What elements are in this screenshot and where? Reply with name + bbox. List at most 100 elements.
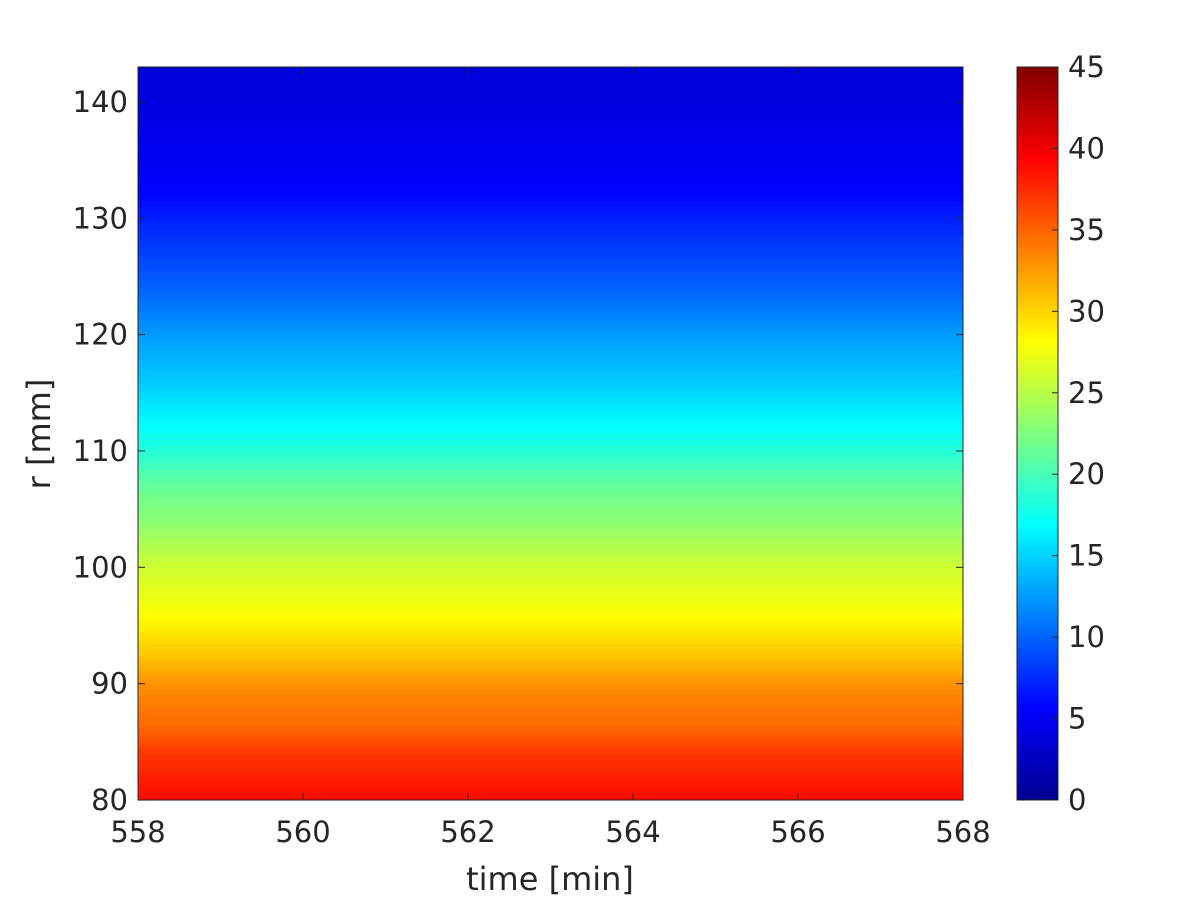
heatmap-band (138, 596, 963, 603)
heatmap-band (138, 148, 963, 155)
colorbar-tick-label: 5 (1068, 702, 1086, 736)
heatmap-band (138, 497, 963, 504)
x-tick-label: 564 (605, 815, 660, 849)
heatmap-band (138, 386, 963, 394)
heatmap-band (138, 590, 963, 597)
heatmap-band (138, 346, 963, 353)
heatmap-band (138, 381, 963, 388)
y-axis-ticks: 80 90 100 110 120 130 140 (73, 85, 963, 817)
x-axis-label: time [min] (466, 860, 634, 898)
heatmap-band (138, 619, 963, 627)
y-tick-label: 90 (91, 667, 128, 701)
heatmap-band (138, 404, 963, 411)
heatmap-band (138, 218, 963, 225)
heatmap-band (138, 613, 963, 621)
heatmap-band (138, 212, 963, 219)
heatmap-band (138, 293, 963, 301)
heatmap-band (138, 328, 963, 336)
heatmap-band (138, 90, 963, 97)
heatmap-band (138, 468, 963, 475)
heatmap-band (138, 317, 963, 324)
heatmap-band (138, 363, 963, 371)
heatmap-band (138, 450, 963, 458)
heatmap-band (138, 270, 963, 278)
heatmap-band (138, 398, 963, 406)
heatmap-band (138, 520, 963, 528)
heatmap-band (138, 689, 963, 696)
heatmap-band (138, 177, 963, 184)
heatmap-band (138, 241, 963, 248)
heatmap-band (138, 683, 963, 691)
heatmap-band (138, 753, 963, 760)
heatmap-band (138, 456, 963, 464)
heatmap-band (138, 491, 963, 499)
heatmap-band (138, 160, 963, 167)
heatmap-band (138, 276, 963, 283)
heatmap-band (138, 84, 963, 91)
heatmap-band (138, 526, 963, 533)
heatmap-band (138, 130, 963, 138)
heatmap-band (138, 584, 963, 592)
heatmap-band (138, 189, 963, 196)
y-tick-label: 80 (91, 783, 128, 817)
heatmap-band (138, 672, 963, 679)
x-tick-label: 560 (275, 815, 330, 849)
y-axis-label: r [mm] (20, 379, 58, 490)
heatmap-band (138, 410, 963, 417)
heatmap-band (138, 660, 963, 667)
heatmap-band (138, 154, 963, 161)
heatmap-band (138, 642, 963, 650)
heatmap-band (138, 311, 963, 318)
heatmap-band (138, 322, 963, 330)
heatmap-band (138, 573, 963, 580)
heatmap-band (138, 439, 963, 446)
y-tick-label: 120 (73, 318, 128, 352)
colorbar (1016, 66, 1059, 801)
heatmap-band (138, 392, 963, 400)
heatmap-band (138, 433, 963, 440)
heatmap-band (138, 514, 963, 522)
heatmap-band (138, 730, 963, 737)
heatmap-band (138, 183, 963, 190)
heatmap-cells (138, 67, 963, 801)
heatmap-band (138, 288, 963, 295)
heatmap-band (138, 258, 963, 266)
heatmap-band (138, 305, 963, 312)
heatmap-band (138, 416, 963, 423)
heatmap-band (138, 427, 963, 435)
heatmap-band (138, 794, 963, 801)
colorbar-tick-label: 20 (1068, 457, 1105, 491)
colorbar-tick-label: 15 (1068, 539, 1105, 573)
heatmap-band (138, 666, 963, 673)
heatmap-band (138, 78, 963, 86)
heatmap-band (138, 625, 963, 632)
heatmap-band (138, 765, 963, 772)
colorbar-tick-label: 30 (1068, 294, 1105, 328)
x-tick-label: 568 (935, 815, 990, 849)
heatmap-band (138, 648, 963, 656)
heatmap-band (138, 654, 963, 661)
colorbar-tick-label: 0 (1068, 783, 1086, 817)
heatmap-band (138, 503, 963, 510)
heatmap-band (138, 247, 963, 254)
heatmap-band (138, 253, 963, 260)
heatmap-band (138, 67, 963, 74)
heatmap-band (138, 101, 963, 109)
heatmap-band (138, 782, 963, 789)
heatmap-band (138, 677, 963, 685)
heatmap-band (138, 602, 963, 609)
heatmap-band (138, 72, 963, 80)
heatmap-band (138, 788, 963, 795)
heatmap-band (138, 567, 963, 574)
heatmap-band (138, 445, 963, 452)
heatmap-band (138, 334, 963, 342)
heatmap-band (138, 352, 963, 359)
heatmap-band (138, 741, 963, 749)
heatmap-band (138, 701, 963, 708)
x-tick-label: 562 (440, 815, 495, 849)
heatmap-band (138, 299, 963, 307)
heatmap-band (138, 544, 963, 551)
heatmap-band (138, 532, 963, 539)
heatmap-band (138, 171, 963, 179)
